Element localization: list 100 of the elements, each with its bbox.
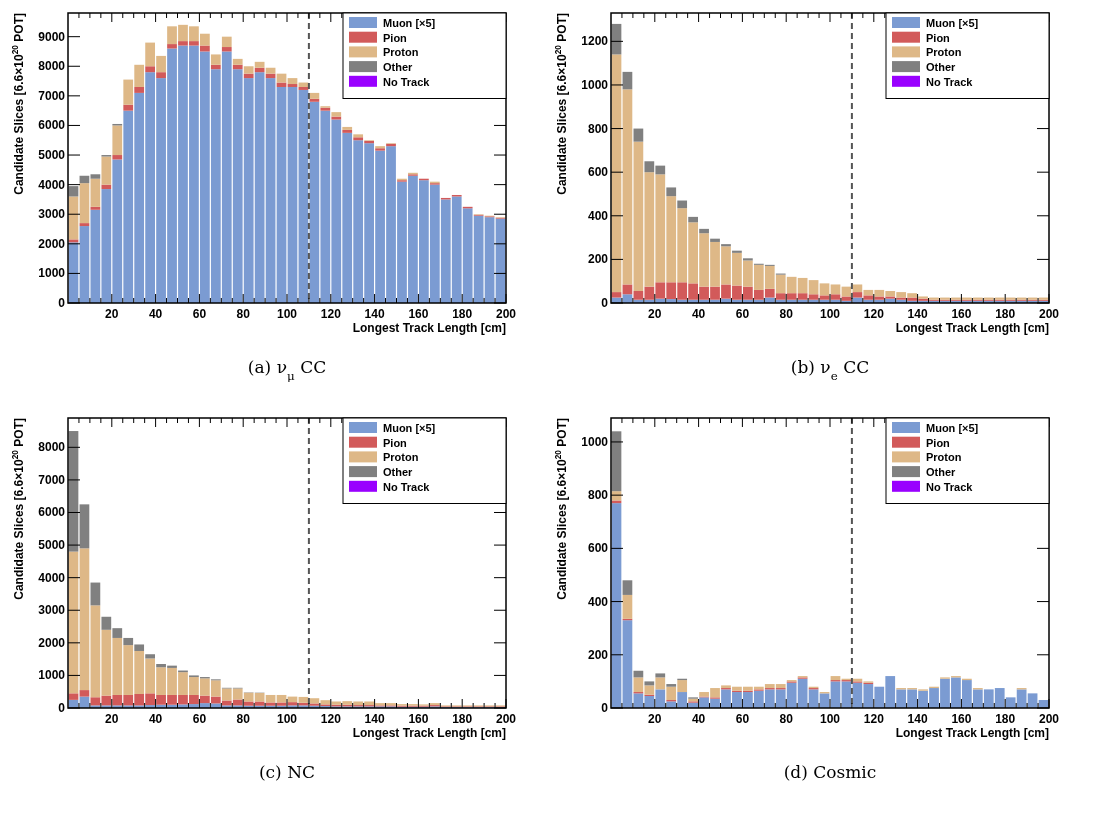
x-tick-label: 100 xyxy=(276,307,298,321)
y-tick-label: 2000 xyxy=(38,236,66,251)
y-tick-label: 600 xyxy=(587,165,609,180)
legend-label: Muon [×5] xyxy=(926,17,979,29)
y-tick-label: 1000 xyxy=(38,266,66,281)
text: (d) Cosmic xyxy=(783,762,877,782)
x-tick-label: 60 xyxy=(192,307,207,321)
x-tick-label: 20 xyxy=(105,307,119,321)
x-axis-title: Longest Track Length [cm] xyxy=(895,321,1049,335)
x-tick-label: 200 xyxy=(1038,307,1060,321)
y-tick-label: 8000 xyxy=(38,59,66,74)
y-tick-label: 800 xyxy=(587,121,609,136)
y-tick-label: 4000 xyxy=(38,177,66,192)
y-tick-label: 7000 xyxy=(38,472,66,487)
legend-label: Other xyxy=(383,466,414,479)
x-tick-label: 200 xyxy=(1038,712,1060,726)
y-tick-label: 7000 xyxy=(38,88,66,103)
text: (c) NC xyxy=(258,762,316,782)
x-tick-label: 120 xyxy=(320,307,342,321)
legend-label: Proton xyxy=(383,451,419,464)
x-tick-label: 80 xyxy=(236,307,251,321)
x-tick-label: 160 xyxy=(408,307,429,321)
y-tick-label: 4000 xyxy=(38,570,66,585)
y-tick-label: 0 xyxy=(601,701,609,715)
x-tick-label: 60 xyxy=(735,307,750,321)
x-tick-label: 40 xyxy=(691,307,706,321)
legend-label: Other xyxy=(926,466,957,479)
x-tick-label: 180 xyxy=(995,712,1016,726)
legend-label: Other xyxy=(926,61,957,74)
y-tick-label: 600 xyxy=(587,541,609,556)
y-tick-label: 6000 xyxy=(38,505,66,520)
x-tick-label: 140 xyxy=(907,307,928,321)
y-tick-label: 3000 xyxy=(38,603,66,618)
x-tick-label: 100 xyxy=(819,712,841,726)
legend-label: Pion xyxy=(926,436,951,449)
legend-label: Proton xyxy=(383,46,419,59)
x-tick-label: 140 xyxy=(364,307,385,321)
legend-label: Pion xyxy=(383,436,408,449)
x-tick-label: 80 xyxy=(779,712,794,726)
y-tick-label: 800 xyxy=(587,488,609,503)
legend-label: Muon [×5] xyxy=(383,17,436,29)
y-tick-label: 3000 xyxy=(38,207,66,222)
x-tick-label: 180 xyxy=(452,307,473,321)
y-tick-label: 1000 xyxy=(38,668,66,683)
legend-label: Proton xyxy=(926,46,962,59)
y-tick-label: 9000 xyxy=(38,29,66,44)
y-tick-label: 5000 xyxy=(38,148,66,163)
x-tick-label: 100 xyxy=(276,712,298,726)
legend-label: Pion xyxy=(383,31,408,44)
x-axis-title: Longest Track Length [cm] xyxy=(352,321,506,335)
legend-label: Other xyxy=(383,61,414,74)
x-tick-label: 180 xyxy=(452,712,473,726)
x-tick-label: 40 xyxy=(691,712,706,726)
y-tick-label: 1000 xyxy=(581,434,609,449)
legend-label: No Track xyxy=(926,480,974,493)
x-tick-label: 60 xyxy=(735,712,750,726)
x-tick-label: 100 xyxy=(819,307,841,321)
legend-label: No Track xyxy=(926,75,974,88)
x-tick-label: 200 xyxy=(495,307,517,321)
x-axis-title: Longest Track Length [cm] xyxy=(352,726,506,740)
y-tick-label: 1000 xyxy=(581,77,609,92)
x-axis-title: Longest Track Length [cm] xyxy=(895,726,1049,740)
legend-label: Muon [×5] xyxy=(383,422,436,434)
x-tick-label: 140 xyxy=(907,712,928,726)
legend-label: No Track xyxy=(383,75,431,88)
y-tick-label: 0 xyxy=(601,296,609,310)
text: (a) ν$_{μ}$ CC xyxy=(247,357,327,383)
legend-label: Pion xyxy=(926,31,951,44)
x-tick-label: 200 xyxy=(495,712,517,726)
y-tick-label: 200 xyxy=(587,647,609,662)
y-tick-label: 0 xyxy=(58,701,66,715)
x-tick-label: 60 xyxy=(192,712,207,726)
y-tick-label: 5000 xyxy=(38,538,66,553)
x-tick-label: 140 xyxy=(364,712,385,726)
legend-label: Muon [×5] xyxy=(926,422,979,434)
x-tick-label: 20 xyxy=(648,712,662,726)
legend-label: Proton xyxy=(926,451,962,464)
x-tick-label: 80 xyxy=(236,712,251,726)
text: (b) ν$_{e}$ CC xyxy=(790,357,870,383)
x-tick-label: 160 xyxy=(408,712,429,726)
x-tick-label: 40 xyxy=(148,307,163,321)
x-tick-label: 20 xyxy=(648,307,662,321)
x-tick-label: 120 xyxy=(863,307,885,321)
x-tick-label: 180 xyxy=(995,307,1016,321)
x-tick-label: 20 xyxy=(105,712,119,726)
y-tick-label: 1200 xyxy=(581,34,609,49)
legend-label: No Track xyxy=(383,480,431,493)
x-tick-label: 160 xyxy=(951,712,972,726)
y-tick-label: 0 xyxy=(58,296,66,310)
x-tick-label: 120 xyxy=(320,712,342,726)
y-tick-label: 2000 xyxy=(38,635,66,650)
x-tick-label: 40 xyxy=(148,712,163,726)
y-tick-label: 200 xyxy=(587,252,609,267)
y-tick-label: 6000 xyxy=(38,118,66,133)
y-tick-label: 400 xyxy=(587,594,609,609)
y-tick-label: 400 xyxy=(587,208,609,223)
x-tick-label: 160 xyxy=(951,307,972,321)
y-tick-label: 8000 xyxy=(38,440,66,455)
x-tick-label: 80 xyxy=(779,307,794,321)
x-tick-label: 120 xyxy=(863,712,885,726)
